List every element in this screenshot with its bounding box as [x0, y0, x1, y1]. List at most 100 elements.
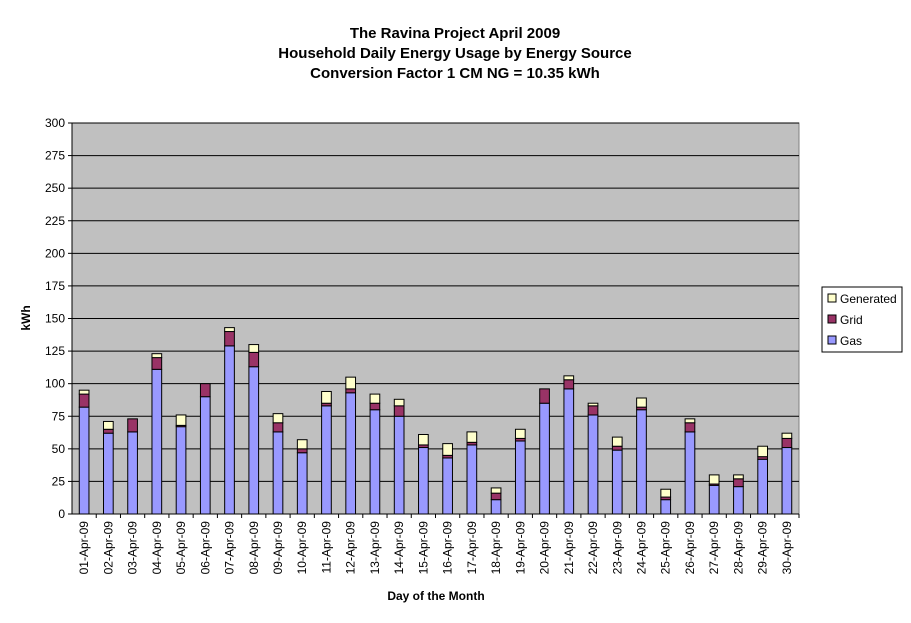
bar-generated — [660, 488, 672, 498]
bar-generated — [224, 327, 235, 333]
y-tick-label: 25 — [52, 474, 66, 488]
bar-gas — [127, 431, 138, 515]
bar-gas — [636, 409, 647, 515]
y-tick-label: 175 — [45, 279, 65, 293]
x-tick-label: 09-Apr-09 — [271, 521, 285, 575]
x-tick-label: 01-Apr-09 — [77, 521, 91, 575]
chart-title: The Ravina Project April 2009 Household … — [278, 25, 631, 82]
chart-title-line-3: Conversion Factor 1 CM NG = 10.35 kWh — [310, 65, 600, 82]
x-tick-label: 06-Apr-09 — [198, 521, 212, 575]
bar-grid — [296, 448, 308, 454]
bar-gas — [660, 499, 672, 515]
bar-gas — [514, 440, 526, 515]
x-tick-label: 13-Apr-09 — [368, 521, 382, 575]
bar-grid — [345, 388, 357, 394]
x-tick-label: 21-Apr-09 — [562, 521, 576, 575]
bar-gas — [103, 432, 114, 515]
bar-generated — [78, 389, 90, 395]
y-tick-label: 150 — [45, 312, 65, 326]
y-tick-label: 250 — [45, 181, 65, 195]
x-tick-label: 22-Apr-09 — [586, 521, 600, 575]
bar-grid — [490, 492, 502, 501]
x-tick-label: 07-Apr-09 — [223, 521, 237, 575]
bar-grid — [587, 405, 599, 416]
bar-gas — [684, 431, 696, 515]
x-tick-label: 04-Apr-09 — [150, 521, 164, 575]
x-tick-label: 12-Apr-09 — [344, 521, 358, 575]
x-tick-label: 15-Apr-09 — [416, 521, 430, 575]
y-axis-ticks: 0 25 50 75 100 125 150 175 200 225 250 275 300 — [45, 116, 72, 521]
legend-label-generated: Generated — [840, 292, 897, 306]
legend-swatch-generated — [827, 293, 837, 303]
y-tick-label: 100 — [45, 377, 65, 391]
x-tick-label: 16-Apr-09 — [441, 521, 455, 575]
bar-generated — [345, 376, 357, 390]
bar-gas — [563, 388, 575, 515]
bar-gas — [78, 406, 90, 515]
bar-generated — [418, 433, 429, 446]
x-tick-label: 27-Apr-09 — [707, 521, 721, 575]
bar-gas — [708, 484, 720, 515]
bar-generated — [103, 420, 114, 430]
x-tick-label: 17-Apr-09 — [465, 521, 479, 575]
bar-grid — [733, 478, 744, 488]
bar-gas — [490, 499, 502, 515]
y-tick-label: 0 — [58, 507, 65, 521]
x-tick-label: 14-Apr-09 — [392, 521, 406, 575]
bar-gas — [345, 392, 357, 515]
bar-grid — [199, 383, 211, 398]
bar-grid — [224, 331, 235, 347]
bar-gas — [393, 415, 405, 515]
bar-generated — [490, 487, 502, 494]
x-tick-label: 24-Apr-09 — [634, 521, 648, 575]
legend-swatch-grid — [827, 314, 837, 324]
x-tick-label: 08-Apr-09 — [247, 521, 261, 575]
y-axis-label: kWh — [19, 305, 33, 330]
bar-grid — [272, 422, 284, 433]
gridlines — [72, 122, 799, 482]
bar-gas — [224, 345, 235, 515]
y-tick-label: 50 — [52, 442, 66, 456]
legend-label-grid: Grid — [840, 313, 863, 327]
legend: Generated Grid Gas — [821, 286, 903, 353]
bar-generated — [587, 402, 599, 407]
bar-generated — [248, 344, 260, 353]
bar-gas — [321, 405, 332, 515]
bar-generated — [781, 432, 793, 439]
bar-generated — [563, 375, 575, 381]
bar-grid — [151, 357, 163, 370]
x-tick-label: 18-Apr-09 — [489, 521, 503, 575]
x-tick-label: 20-Apr-09 — [538, 521, 552, 575]
bar-gas — [466, 444, 478, 515]
bar-gas — [151, 368, 163, 515]
bar-generated — [708, 474, 720, 485]
x-axis-ticks: 01-Apr-09 02-Apr-09 03-Apr-09 04-Apr-09 05-A… — [77, 514, 800, 575]
bar-gas — [611, 449, 623, 515]
chart-title-line-2: Household Daily Energy Usage by Energy S… — [278, 45, 631, 62]
bar-generated — [393, 398, 405, 407]
bar-gas — [175, 426, 187, 515]
bar-generated — [175, 414, 187, 426]
bar-grid — [684, 422, 696, 433]
x-tick-label: 30-Apr-09 — [780, 521, 794, 575]
x-tick-label: 23-Apr-09 — [610, 521, 624, 575]
bar-generated — [757, 445, 768, 458]
bar-generated — [369, 393, 381, 404]
bar-grid — [248, 351, 260, 368]
y-tick-label: 200 — [45, 246, 65, 260]
bar-grid — [369, 402, 381, 411]
x-tick-label: 02-Apr-09 — [101, 521, 115, 575]
bar-gas — [248, 366, 260, 515]
bar-gas — [781, 447, 793, 515]
bar-gas — [587, 414, 599, 515]
x-tick-label: 25-Apr-09 — [659, 521, 673, 575]
bar-grid — [78, 393, 90, 408]
bar-generated — [296, 439, 308, 450]
x-tick-label: 10-Apr-09 — [295, 521, 309, 575]
bar-grid — [127, 418, 138, 433]
bar-grid — [781, 437, 793, 449]
bar-generated — [272, 413, 284, 424]
bar-generated — [636, 397, 647, 408]
bar-gas — [199, 396, 211, 515]
bar-gas — [418, 447, 429, 515]
